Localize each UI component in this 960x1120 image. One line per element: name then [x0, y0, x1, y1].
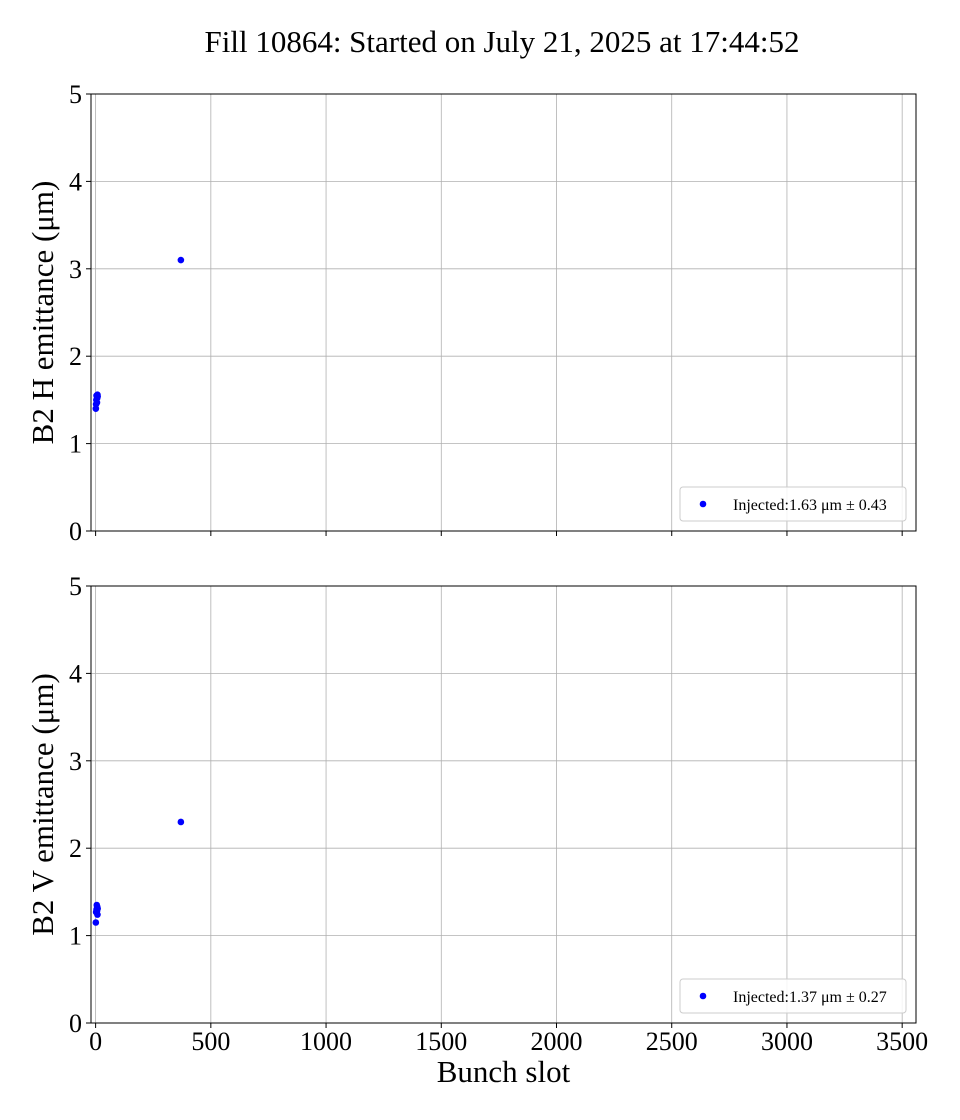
x-tick-label: 1500 — [415, 1027, 467, 1056]
y-tick-label: 4 — [69, 167, 82, 196]
x-tick-label: 500 — [191, 1027, 230, 1056]
legend-box — [679, 978, 907, 1014]
figure-title: Fill 10864: Started on July 21, 2025 at … — [204, 24, 799, 59]
x-tick-label: 1000 — [300, 1027, 352, 1056]
legend-entry-label: Injected:1.37 μm ± 0.27 — [733, 989, 887, 1006]
legend-marker — [699, 500, 707, 508]
bottom-panel-v-emittance: 0 500 1000 1500 2000 2500 3000 3500 0 1 2 3 4 5 B2 V e… — [25, 572, 928, 1089]
x-tick-label: 3000 — [761, 1027, 813, 1056]
x-axis-label: Bunch slot — [437, 1054, 571, 1089]
plot-frame — [90, 93, 917, 532]
y-tick-label: 0 — [69, 517, 82, 546]
data-point — [92, 919, 100, 926]
y-tick-label: 4 — [69, 659, 82, 688]
legend-marker — [699, 992, 707, 1000]
data-point — [94, 911, 101, 918]
y-tick-label: 5 — [69, 572, 82, 601]
x-tick-label: 3500 — [876, 1027, 928, 1056]
y-axis-label: B2 H emittance (μm) — [25, 181, 60, 445]
data-point — [94, 393, 101, 400]
data-point — [177, 818, 185, 826]
y-tick-label: 2 — [69, 834, 82, 863]
x-tick-label: 2500 — [646, 1027, 698, 1056]
legend-entry-label: Injected:1.63 μm ± 0.43 — [733, 497, 887, 514]
y-tick-label: 1 — [69, 430, 82, 459]
y-tick-label: 0 — [69, 1009, 82, 1038]
legend-box — [679, 486, 907, 522]
y-tick-label: 1 — [69, 922, 82, 951]
x-tick-label: 2000 — [531, 1027, 583, 1056]
y-tick-label: 3 — [69, 255, 82, 284]
y-tick-label: 2 — [69, 342, 82, 371]
data-point — [94, 905, 101, 912]
data-point — [177, 256, 185, 264]
y-axis-label: B2 V emittance (μm) — [25, 673, 60, 936]
plot-frame — [90, 585, 917, 1024]
top-panel-h-emittance: 0 1 2 3 4 5 B2 H emittance (μm) Injected:1.63 μ… — [25, 80, 917, 546]
x-tick-label: 0 — [89, 1027, 102, 1056]
y-tick-label: 5 — [69, 80, 82, 109]
y-tick-label: 3 — [69, 747, 82, 776]
